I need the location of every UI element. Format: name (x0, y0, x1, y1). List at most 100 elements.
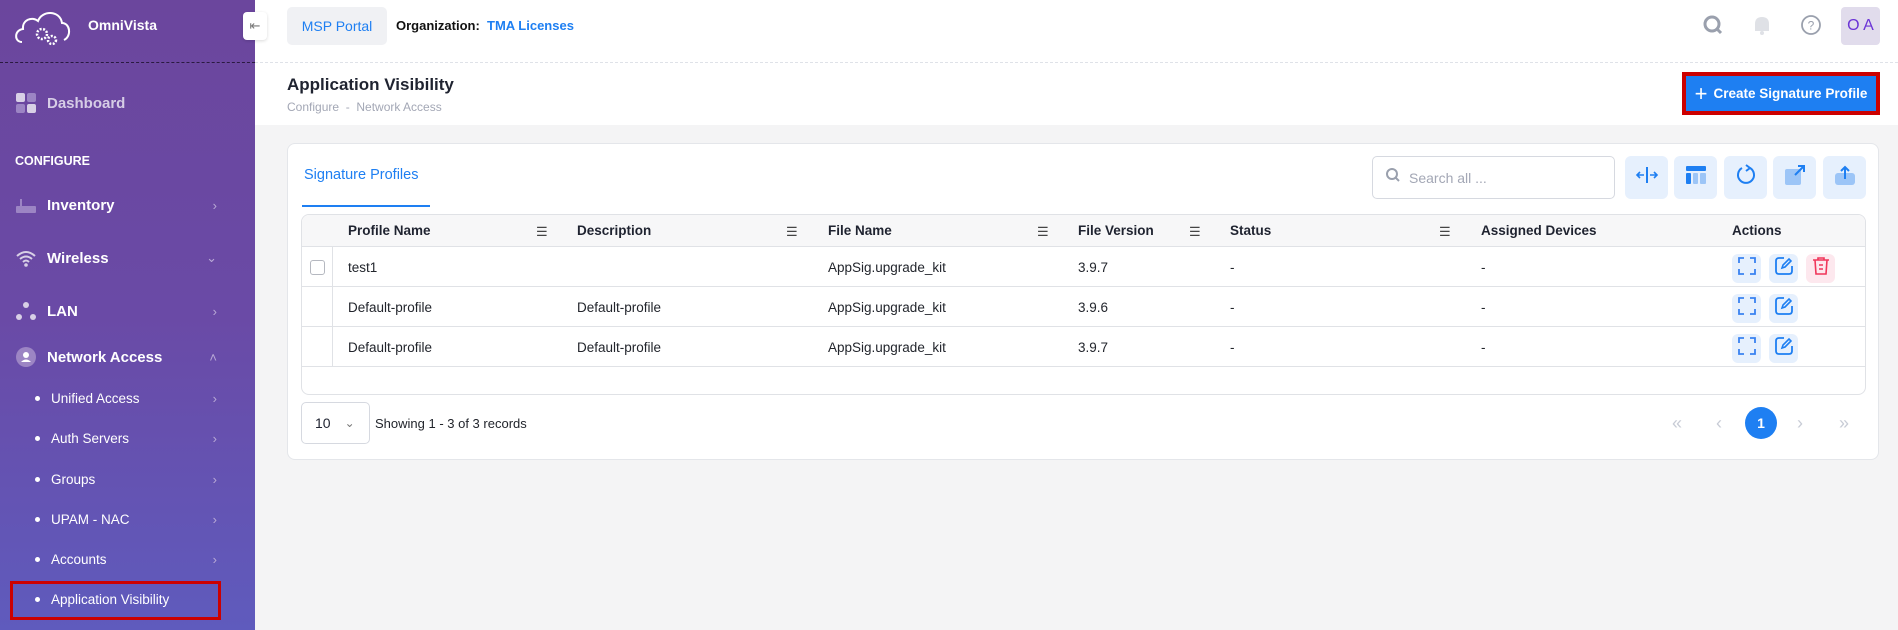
sidebar-subitem-accounts[interactable]: Accounts › (0, 550, 255, 568)
signature-profiles-table: Profile Name ☰ Description ☰ File Name ☰… (301, 214, 1866, 395)
bell-icon[interactable] (1752, 14, 1772, 41)
table-row: test1 AppSig.upgrade_kit 3.9.7 - - (302, 246, 1865, 286)
cell-file-name: AppSig.upgrade_kit (828, 299, 946, 315)
breadcrumb: Configure - Network Access (287, 100, 442, 114)
collapse-sidebar-button[interactable]: ⇤ (243, 12, 267, 40)
create-signature-profile-button[interactable]: + Create Signature Profile (1682, 72, 1880, 115)
organization-value[interactable]: TMA Licenses (487, 18, 574, 33)
column-header-description[interactable]: Description (577, 223, 652, 238)
column-header-profile-name[interactable]: Profile Name (348, 223, 431, 238)
expand-icon (1737, 297, 1756, 320)
column-header-file-version[interactable]: File Version (1078, 223, 1154, 238)
sidebar-subitem-groups[interactable]: Groups › (0, 470, 255, 488)
view-button[interactable] (1732, 294, 1761, 323)
sidebar-item-label: Groups (51, 471, 96, 487)
dashboard-icon (15, 92, 37, 114)
sidebar-subitem-unified-access[interactable]: Unified Access › (0, 389, 255, 407)
cell-profile-name: Default-profile (348, 339, 433, 355)
next-page-button[interactable]: › (1785, 408, 1815, 438)
double-chevron-right-icon: » (1838, 412, 1849, 433)
last-page-button[interactable]: » (1829, 408, 1859, 438)
sidebar-item-inventory[interactable]: Inventory › (0, 194, 255, 216)
top-bar (255, 0, 1898, 63)
column-header-status[interactable]: Status (1230, 223, 1272, 238)
view-button[interactable] (1732, 334, 1761, 363)
sidebar-subitem-auth-servers[interactable]: Auth Servers › (0, 429, 255, 447)
cell-status: - (1230, 299, 1235, 315)
chevron-left-icon: ‹ (1716, 412, 1722, 433)
lan-icon (15, 300, 37, 322)
filter-icon[interactable]: ☰ (536, 224, 548, 239)
sidebar-item-dashboard[interactable]: Dashboard (0, 92, 255, 114)
refresh-button[interactable] (1724, 156, 1767, 199)
help-icon[interactable]: ? (1800, 14, 1822, 41)
edit-button[interactable] (1769, 334, 1798, 363)
resize-columns-button[interactable] (1625, 156, 1668, 199)
table-header (302, 215, 1865, 246)
chevron-right-icon: › (212, 197, 217, 213)
cell-file-version: 3.9.6 (1078, 299, 1109, 315)
tab-signature-profiles[interactable]: Signature Profiles (304, 167, 419, 183)
plus-icon: + (1694, 80, 1708, 106)
search-icon[interactable] (1702, 14, 1724, 41)
refresh-icon (1735, 164, 1757, 191)
sidebar-item-label: Network Access (47, 348, 163, 366)
cell-profile-name: Default-profile (348, 299, 433, 315)
edit-button[interactable] (1769, 294, 1798, 323)
column-header-assigned-devices: Assigned Devices (1481, 223, 1597, 238)
column-resize-icon (1635, 165, 1659, 190)
chevron-right-icon: › (212, 303, 217, 319)
shield-icon (15, 346, 37, 368)
sidebar-item-network-access[interactable]: Network Access ˄ (0, 346, 255, 368)
row-checkbox[interactable] (310, 260, 325, 275)
column-divider (332, 246, 333, 366)
highlight-box (10, 581, 221, 620)
avatar[interactable]: O A (1841, 7, 1880, 45)
columns-button[interactable] (1674, 156, 1717, 199)
export-button[interactable] (1823, 156, 1866, 199)
search-placeholder: Search all ... (1409, 169, 1487, 186)
view-button[interactable] (1732, 254, 1761, 283)
delete-button[interactable] (1806, 254, 1835, 283)
table-row: Default-profile Default-profile AppSig.u… (302, 286, 1865, 326)
cell-description: Default-profile (577, 299, 662, 315)
sidebar-subitem-application-visibility[interactable]: Application Visibility (0, 590, 255, 608)
sidebar-item-wireless[interactable]: Wireless ⌄ (0, 247, 255, 269)
chevron-down-icon: ⌄ (344, 416, 355, 430)
first-page-button[interactable]: « (1662, 408, 1692, 438)
filter-icon[interactable]: ☰ (1189, 224, 1201, 239)
page-1-button[interactable]: 1 (1745, 407, 1777, 439)
expand-icon (1737, 257, 1756, 280)
sidebar-item-lan[interactable]: LAN › (0, 300, 255, 322)
active-tab-indicator (302, 205, 430, 207)
button-label: Create Signature Profile (1713, 86, 1868, 101)
svg-text:?: ? (1808, 19, 1815, 33)
cell-file-version: 3.9.7 (1078, 339, 1109, 355)
page-size-select[interactable]: 10 ⌄ (301, 402, 370, 444)
column-header-file-name[interactable]: File Name (828, 223, 892, 238)
filter-icon[interactable]: ☰ (1037, 224, 1049, 239)
page-size-value: 10 (315, 415, 331, 431)
table-row: Default-profile Default-profile AppSig.u… (302, 326, 1865, 366)
chevron-right-icon: › (212, 511, 217, 527)
edit-icon (1774, 336, 1794, 361)
cell-assigned-devices: - (1481, 299, 1486, 315)
chevron-right-icon: › (1797, 412, 1803, 433)
chevron-up-icon: ˄ (209, 349, 217, 365)
edit-button[interactable] (1769, 254, 1798, 283)
filter-icon[interactable]: ☰ (1439, 224, 1451, 239)
search-icon (1385, 167, 1401, 188)
logo-divider (0, 62, 255, 63)
sidebar-subitem-upam-nac[interactable]: UPAM - NAC › (0, 510, 255, 528)
filter-icon[interactable]: ☰ (786, 224, 798, 239)
open-external-button[interactable] (1773, 156, 1816, 199)
msp-portal-button[interactable]: MSP Portal (287, 7, 387, 45)
cell-profile-name: test1 (348, 259, 378, 275)
edit-icon (1774, 256, 1794, 281)
search-input[interactable]: Search all ... (1372, 156, 1615, 199)
previous-page-button[interactable]: ‹ (1704, 408, 1734, 438)
sidebar-item-label: Accounts (51, 551, 107, 567)
sidebar-item-label: Wireless (47, 249, 109, 267)
column-header-actions: Actions (1732, 223, 1782, 238)
external-link-icon (1784, 164, 1806, 191)
